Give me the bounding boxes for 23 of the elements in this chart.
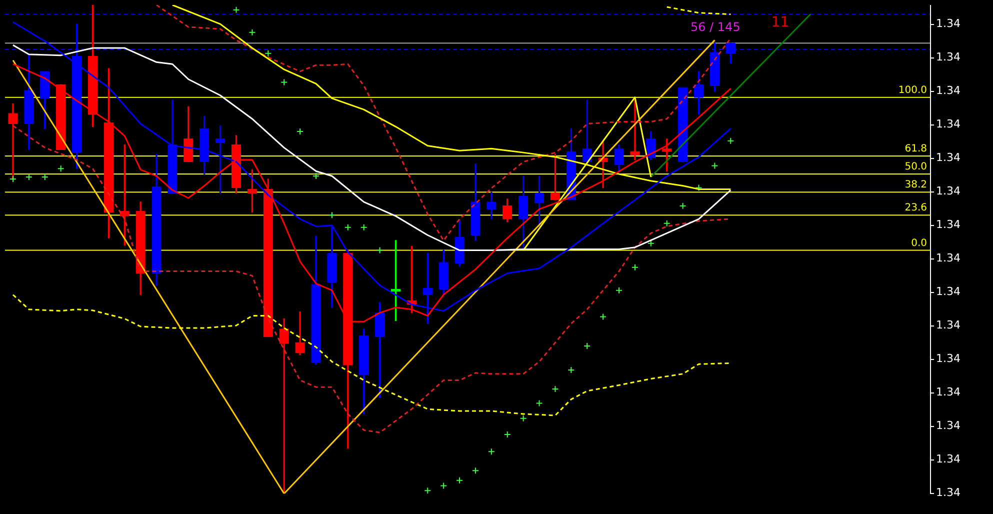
text: 1.34 bbox=[936, 218, 960, 231]
text: 1.34 bbox=[936, 418, 960, 432]
text: 1.34 bbox=[936, 184, 960, 198]
text: 1.34 bbox=[936, 117, 960, 130]
annotation: 100.0 bbox=[898, 84, 927, 96]
text: 1.34 bbox=[936, 486, 960, 499]
annotation: 56 / 145 bbox=[690, 20, 740, 34]
annotation: 11 bbox=[771, 14, 790, 31]
annotation: 50.0 bbox=[904, 162, 927, 173]
annotation: 61.8 bbox=[904, 144, 927, 155]
annotation: 23.6 bbox=[904, 202, 927, 214]
text: 1.34 bbox=[936, 385, 960, 398]
text: 1.34 bbox=[936, 452, 960, 466]
text: 1.34 bbox=[936, 150, 960, 164]
annotation: 0.0 bbox=[911, 238, 927, 249]
text: 1.34 bbox=[936, 251, 960, 264]
text: 1.34 bbox=[936, 284, 960, 298]
text: 1.34 bbox=[936, 16, 960, 30]
text: 1.34 bbox=[936, 352, 960, 365]
text: 1.34 bbox=[936, 84, 960, 97]
text: 1.34 bbox=[936, 50, 960, 64]
annotation: 38.2 bbox=[904, 180, 927, 191]
text: 1.34 bbox=[936, 318, 960, 332]
